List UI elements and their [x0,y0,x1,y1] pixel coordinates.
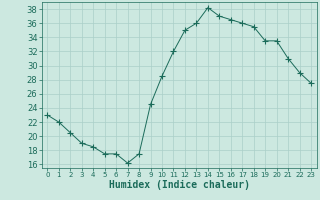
X-axis label: Humidex (Indice chaleur): Humidex (Indice chaleur) [109,180,250,190]
